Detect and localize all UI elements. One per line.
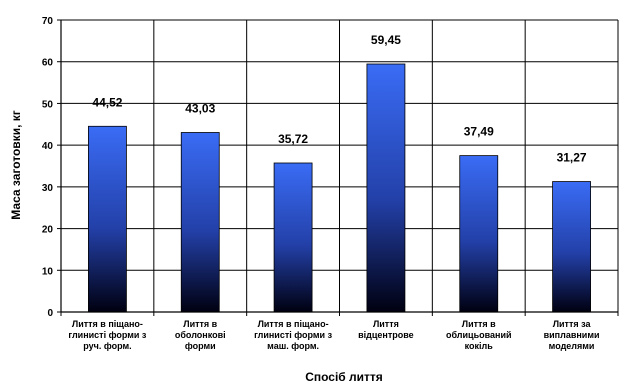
y-tick-label: 70 bbox=[42, 16, 54, 27]
x-tick-label: оболонкові bbox=[175, 330, 226, 340]
x-tick-label: Лиття в bbox=[462, 319, 496, 329]
x-tick-label: маш. форм. bbox=[267, 341, 319, 351]
bar bbox=[273, 162, 313, 313]
x-tick-label: руч. форм. bbox=[83, 341, 131, 351]
x-tick-label: глинисті форми з bbox=[68, 330, 146, 340]
bar bbox=[552, 181, 591, 313]
x-tick-label: Лиття в піщано- bbox=[258, 319, 329, 329]
grid-lines bbox=[57, 19, 619, 316]
x-tick-label: глинисті форми з bbox=[254, 330, 332, 340]
x-tick-label: виплавними bbox=[544, 330, 600, 340]
data-label: 44,52 bbox=[92, 95, 122, 109]
data-labels: 44,52 43,03 35,72 59,45 37,49 31,27 bbox=[92, 33, 587, 165]
bars bbox=[88, 63, 591, 313]
data-label: 43,03 bbox=[185, 102, 215, 116]
data-label: 59,45 bbox=[371, 33, 401, 47]
y-axis-title: Маса заготовки, кг bbox=[9, 110, 23, 219]
y-tick-label: 20 bbox=[42, 225, 54, 236]
x-tick-label: Лиття в bbox=[183, 319, 217, 329]
data-label: 37,49 bbox=[464, 125, 494, 139]
axes bbox=[60, 20, 618, 313]
x-tick-label: форми bbox=[185, 341, 216, 351]
data-label: 35,72 bbox=[278, 132, 308, 146]
x-axis-title: Спосіб лиття bbox=[305, 370, 383, 384]
y-tick-label: 30 bbox=[42, 183, 54, 194]
x-tick-label: моделями bbox=[549, 341, 595, 351]
x-tick-label: кокіль bbox=[465, 341, 494, 351]
x-tick-label: Лиття в піщано- bbox=[72, 319, 143, 329]
bar bbox=[366, 63, 406, 313]
bar bbox=[88, 125, 127, 313]
x-tick-label: Лиття за bbox=[553, 319, 592, 329]
y-tick-label: 60 bbox=[42, 58, 54, 69]
y-tick-label: 0 bbox=[47, 308, 53, 319]
data-label: 31,27 bbox=[557, 151, 587, 165]
y-tick-label: 10 bbox=[42, 266, 54, 277]
x-tick-label: облицьований bbox=[446, 330, 512, 340]
y-tick-labels: 0 10 20 30 40 50 60 70 bbox=[42, 16, 54, 319]
y-tick-label: 50 bbox=[42, 99, 54, 110]
x-tick-label: Лиття bbox=[373, 319, 399, 329]
x-tick-label: відцентрове bbox=[358, 330, 414, 340]
bar bbox=[459, 155, 499, 313]
bar bbox=[180, 132, 220, 313]
y-tick-label: 40 bbox=[42, 141, 54, 152]
